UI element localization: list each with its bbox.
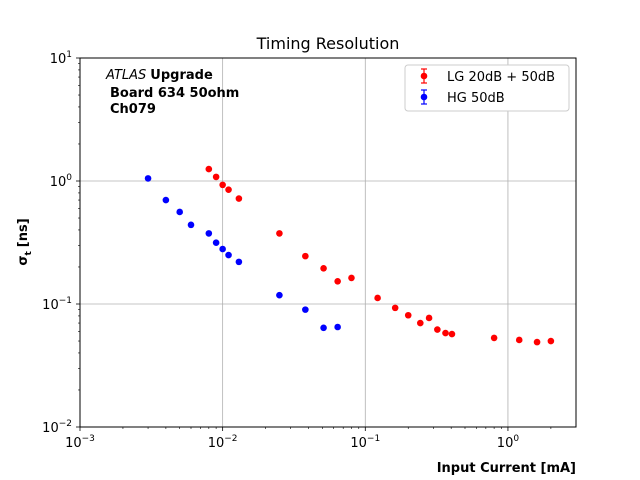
legend-marker-hg (420, 93, 428, 101)
y-tick-label: 101 (50, 50, 72, 67)
data-point-lg (404, 311, 412, 319)
data-point-lg (434, 326, 441, 333)
data-point-hg (176, 208, 184, 216)
data-point-lg (391, 304, 399, 312)
legend-label-hg: HG 50dB (447, 91, 505, 106)
data-point-lg (219, 181, 226, 189)
data-point-lg (235, 195, 243, 202)
x-tick-label: 10−2 (208, 434, 238, 451)
data-point-lg (348, 274, 355, 282)
data-point-lg (515, 336, 523, 344)
y-axis-unit: [ns] (16, 218, 31, 247)
data-point-lg (416, 319, 424, 327)
legend-entry-lg: LG 20dB + 50dB (420, 68, 555, 85)
series-hg (144, 175, 341, 332)
data-point-hg (225, 251, 232, 259)
data-point-lg (320, 265, 327, 272)
data-point-lg (442, 329, 449, 337)
data-point-hg (144, 175, 152, 182)
legend-box (404, 64, 570, 112)
annotation-line2: Board 634 50ohm (110, 86, 239, 101)
data-point-hg (235, 258, 243, 266)
data-point-lg (276, 230, 283, 237)
data-point-lg (425, 314, 433, 322)
legend-label-lg: LG 20dB + 50dB (447, 70, 555, 85)
legend-marker-lg (420, 72, 428, 80)
x-axis-ticks: 10−3 10−2 10−1 100 (65, 427, 552, 451)
data-point-hg (162, 196, 170, 204)
y-tick-label: 100 (50, 173, 73, 190)
chart-title: Timing Resolution (256, 34, 400, 53)
x-tick-label: 10−1 (350, 434, 380, 451)
data-point-hg (276, 291, 283, 299)
atlas-annotation: ATLAS Upgrade Board 634 50ohm Ch079 (105, 68, 239, 117)
data-point-lg (302, 252, 309, 260)
y-tick-label: 10−1 (42, 296, 72, 313)
data-point-lg (334, 277, 341, 285)
x-tick-label: 10−3 (65, 434, 95, 451)
y-axis-label: σt [ns] (16, 218, 34, 265)
data-points (144, 165, 555, 346)
data-point-hg (187, 221, 195, 229)
data-point-hg (212, 239, 220, 247)
legend: LG 20dB + 50dB HG 50dB (404, 64, 570, 112)
data-point-lg (205, 165, 213, 173)
data-point-lg (490, 334, 498, 342)
data-point-lg (212, 173, 220, 181)
data-point-hg (205, 230, 213, 237)
data-point-lg (374, 294, 381, 302)
x-tick-label: 100 (497, 434, 520, 451)
plot-frame (79, 57, 577, 428)
data-point-hg (334, 323, 341, 331)
data-point-hg (320, 324, 327, 332)
legend-entry-hg: HG 50dB (420, 89, 505, 106)
y-tick-label: 10−2 (42, 419, 72, 436)
annotation-line3: Ch079 (110, 102, 156, 117)
data-point-lg (448, 330, 456, 338)
annotation-bold: Upgrade (150, 68, 213, 83)
data-point-lg (225, 186, 232, 193)
data-point-hg (302, 306, 309, 313)
annotation-italic: ATLAS (105, 68, 146, 83)
y-axis-ticks: 10−2 10−1 100 101 (42, 50, 80, 436)
data-point-lg (533, 338, 541, 346)
series-lg (205, 165, 555, 346)
data-point-hg (219, 245, 226, 253)
x-axis-label: Input Current [mA] (437, 461, 576, 476)
data-point-lg (547, 337, 555, 345)
y-axis-subscript: t (24, 251, 34, 256)
y-axis-symbol: σ (16, 256, 31, 266)
